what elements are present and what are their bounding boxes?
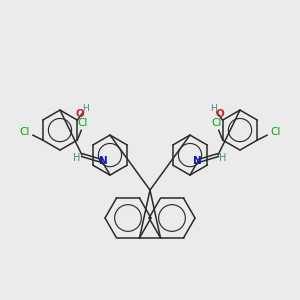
- Text: N: N: [99, 156, 107, 166]
- Text: O: O: [76, 109, 85, 119]
- Text: H: H: [210, 103, 217, 112]
- Text: Cl: Cl: [212, 118, 222, 128]
- Text: H: H: [219, 153, 227, 163]
- Text: Cl: Cl: [77, 118, 88, 128]
- Text: Cl: Cl: [270, 127, 280, 137]
- Text: H: H: [73, 153, 81, 163]
- Text: N: N: [193, 156, 201, 166]
- Text: H: H: [82, 103, 89, 112]
- Text: Cl: Cl: [20, 127, 30, 137]
- Text: O: O: [215, 109, 224, 119]
